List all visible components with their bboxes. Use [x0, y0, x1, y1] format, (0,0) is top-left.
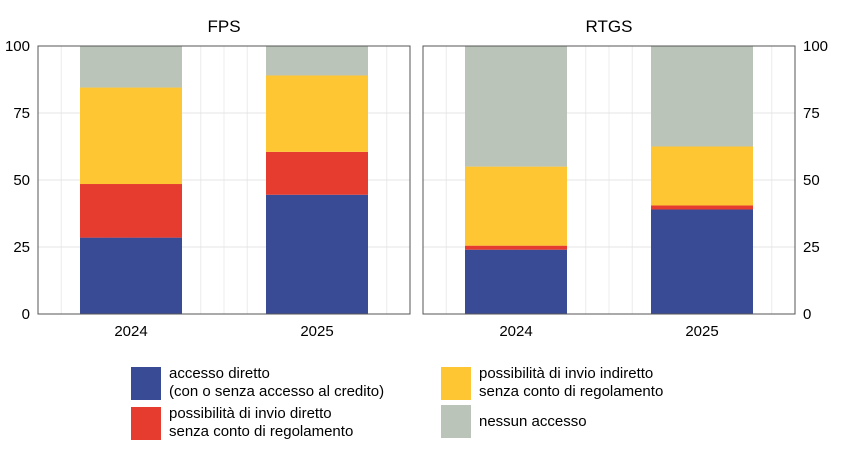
- y-tick-label: 0: [803, 306, 811, 323]
- bar-segment-diretto-2025: [651, 209, 753, 314]
- x-tick-label: 2025: [685, 323, 718, 340]
- panel-rtgs: RTGS 2024 2025 0 25 50 75 100: [422, 17, 828, 340]
- bar-segment-invio_indiretto-2024: [80, 87, 182, 185]
- x-tick-label: 2025: [300, 323, 333, 340]
- y-tick-label: 50: [803, 172, 820, 189]
- y-tick-label: 0: [22, 306, 30, 323]
- bar-segment-nessuno-2024: [80, 46, 182, 88]
- bar-segment-invio_diretto-2024: [80, 184, 182, 238]
- bar-segment-nessuno-2025: [266, 46, 368, 76]
- y-tick-label: 100: [803, 38, 828, 55]
- x-tick-label: 2024: [114, 323, 147, 340]
- bar-segment-invio_diretto-2025: [651, 205, 753, 210]
- x-tick-label: 2024: [499, 323, 532, 340]
- y-tick-label: 75: [13, 105, 30, 122]
- bar-segment-diretto-2025: [266, 194, 368, 314]
- bar-segment-invio_indiretto-2024: [465, 166, 567, 246]
- bar-segment-invio_indiretto-2025: [651, 146, 753, 206]
- bar-segment-invio_diretto-2025: [266, 151, 368, 195]
- panel-fps: FPS 2024 2025 0 25 50 75 100: [5, 17, 411, 340]
- panel-title-fps: FPS: [207, 17, 240, 36]
- bar-segment-nessuno-2024: [465, 46, 567, 167]
- plot-frame-rtgs: [422, 45, 796, 315]
- bar-segment-invio_indiretto-2025: [266, 75, 368, 152]
- y-tick-label: 25: [13, 239, 30, 256]
- bar-segment-nessuno-2025: [651, 46, 753, 147]
- y-tick-label: 75: [803, 105, 820, 122]
- y-tick-label: 50: [13, 172, 30, 189]
- bar-segment-diretto-2024: [465, 249, 567, 314]
- y-tick-label: 25: [803, 239, 820, 256]
- bar-segment-diretto-2024: [80, 237, 182, 314]
- bar-segment-invio_diretto-2024: [465, 245, 567, 250]
- panel-title-rtgs: RTGS: [586, 17, 633, 36]
- plot-frame-fps: [37, 45, 411, 315]
- y-tick-label: 100: [5, 38, 30, 55]
